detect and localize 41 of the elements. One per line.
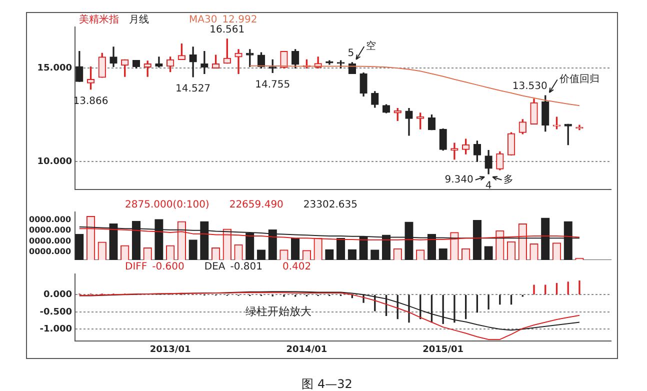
y-tick-label: -0.500 (40, 307, 72, 318)
text: -0.801 (230, 262, 262, 273)
x-tick-label: 2014/01 (286, 344, 328, 355)
text: 22659.490 (229, 200, 284, 211)
y-tick-label: 15.000 (37, 63, 72, 74)
annotation: 价值回归 (558, 73, 600, 86)
annotation: 14.527 (176, 84, 211, 95)
text: -0.600 (152, 262, 184, 273)
annotation: 13.530 (512, 81, 548, 92)
text: DEA (204, 262, 226, 273)
x-tick-label: 2015/01 (422, 344, 464, 355)
annotation: 绿柱开始放大 (246, 305, 312, 318)
text: 0000.000 (29, 226, 72, 235)
annotation: 4 (485, 180, 492, 192)
text: 0000.000 (29, 215, 72, 224)
chart-subtitle: 月线 (129, 14, 149, 26)
annotation: 空 (366, 40, 376, 52)
y-tick-label: 10.000 (37, 156, 72, 167)
bar (472, 220, 482, 260)
y-tick-label: -1.000 (40, 324, 72, 334)
annotation: 14.755 (255, 79, 290, 90)
text: 0000.000 (29, 247, 72, 256)
text: 2875.000(0:100) (125, 200, 210, 211)
text: 0000.000 (29, 236, 72, 246)
chart-title: 美精米指 (79, 14, 119, 26)
annotation: 多 (504, 173, 514, 186)
text: MA30 (189, 14, 218, 26)
bar (188, 240, 198, 260)
text: 12.992 (222, 14, 258, 26)
caption: 图 4—32 (300, 376, 354, 391)
x-tick-label: 2013/01 (150, 344, 191, 355)
annotation: 9.340 (444, 174, 474, 186)
bar (75, 234, 84, 260)
bar (291, 238, 300, 260)
annotation: 16.561 (210, 24, 245, 36)
text: 23302.635 (303, 200, 358, 211)
text: DIFF (125, 262, 148, 273)
y-tick-label: 0.000 (44, 290, 72, 300)
candlestick (189, 46, 197, 78)
annotation: 5 (348, 48, 354, 60)
text: 0.402 (282, 262, 312, 273)
